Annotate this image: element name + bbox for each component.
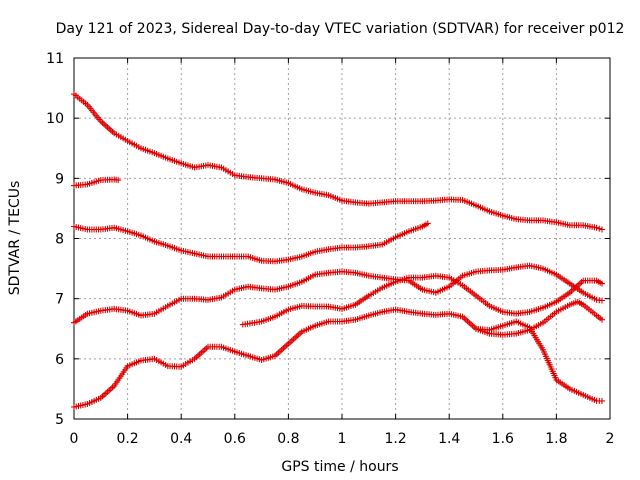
series-track-3 [71,220,431,265]
series-track-6 [71,306,605,410]
data-point-markers [71,306,605,410]
x-tick-label: 2 [606,431,615,447]
y-tick-labels: 5 6 7 8 9 10 11 [46,51,64,428]
x-tick-label: 1.6 [492,431,514,447]
series-layer [71,91,605,410]
chart-title: Day 121 of 2023, Sidereal Day-to-day VTE… [56,21,625,37]
x-tick-label: 0.4 [170,431,192,447]
x-tick-label: 0.8 [277,431,299,447]
y-tick-label: 10 [46,111,64,127]
y-tick-label: 11 [46,51,64,67]
x-tick-label: 0 [70,431,79,447]
series-track-2 [71,176,122,189]
series-track-5 [239,272,605,328]
x-tick-label: 1.8 [545,431,567,447]
y-tick-label: 7 [55,292,64,308]
data-point-markers [71,176,122,189]
data-point-markers [71,220,431,265]
x-tick-label: 1.4 [438,431,460,447]
series-track-1 [71,91,605,233]
x-tick-label: 1.2 [384,431,406,447]
data-point-markers [239,272,605,328]
x-tick-labels: 0 0.2 0.4 0.6 0.8 1 1.2 1.4 1.6 1.8 2 [70,431,615,447]
x-tick-label: 1 [338,431,347,447]
series-track-7 [473,298,605,338]
y-tick-label: 8 [55,232,64,248]
x-axis-label: GPS time / hours [281,459,398,475]
y-tick-label: 5 [55,412,64,428]
series-track-4 [71,262,605,326]
y-tick-label: 9 [55,171,64,187]
x-tick-label: 0.6 [224,431,246,447]
data-point-markers [71,91,605,233]
y-tick-label: 6 [55,352,64,368]
data-point-markers [71,262,605,326]
x-tick-label: 0.2 [116,431,138,447]
data-point-markers [473,298,605,338]
y-axis-label: SDTVAR / TECUs [7,181,23,296]
tick-layer [73,57,611,420]
